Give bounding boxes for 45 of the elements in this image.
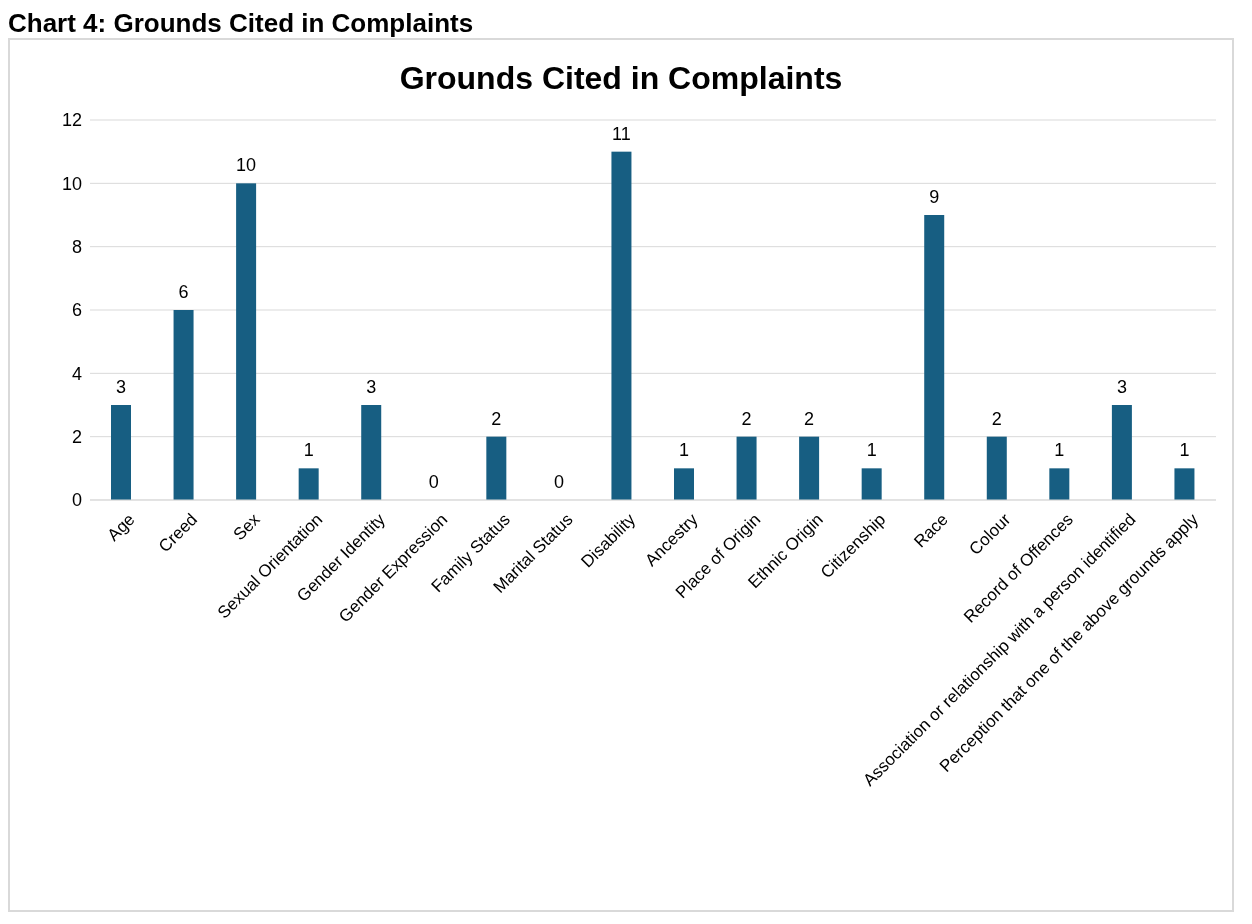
data-label: 1 [1179,440,1190,461]
data-label: 2 [804,408,815,429]
data-label: 2 [741,408,752,429]
data-label: 3 [115,377,127,397]
bar [111,405,131,500]
data-label: 0 [428,472,439,492]
bar [1049,468,1070,500]
data-label: 2 [491,408,502,429]
y-tick-label: 0 [71,490,82,511]
data-label: 0 [553,472,564,492]
data-label: 1 [866,440,877,461]
bar [298,468,319,500]
bar [236,183,257,500]
data-label: 3 [1116,377,1127,397]
bar [173,310,194,500]
y-tick-label: 10 [61,173,82,194]
bar [924,215,945,500]
y-tick-label: 2 [71,427,82,448]
data-label: 3 [366,377,377,397]
bar [986,436,1007,500]
data-label: 2 [991,408,1002,429]
data-label: 6 [178,282,189,302]
data-label: 10 [236,155,257,176]
bar [861,468,882,500]
bar [1174,468,1195,500]
data-label: 1 [303,440,314,461]
y-tick-label: 8 [71,237,82,258]
bar [486,436,507,500]
bar [799,436,820,500]
data-label: 1 [1054,440,1065,461]
bar [611,151,632,500]
data-label: 11 [612,123,631,144]
y-tick-label: 4 [71,363,82,384]
y-tick-label: 12 [61,110,82,131]
data-label: 9 [929,187,940,207]
bar [736,436,757,500]
x-tick-label: Sex [229,509,265,545]
caption: Chart 4: Grounds Cited in Complaints [8,8,475,38]
bar [361,405,382,500]
x-tick-label: Age [103,509,139,545]
data-label: 1 [678,440,690,461]
y-tick-label: 6 [71,300,82,321]
chart-title: Grounds Cited in Complaints [398,60,844,98]
bar [674,468,694,500]
bar [1111,405,1132,500]
